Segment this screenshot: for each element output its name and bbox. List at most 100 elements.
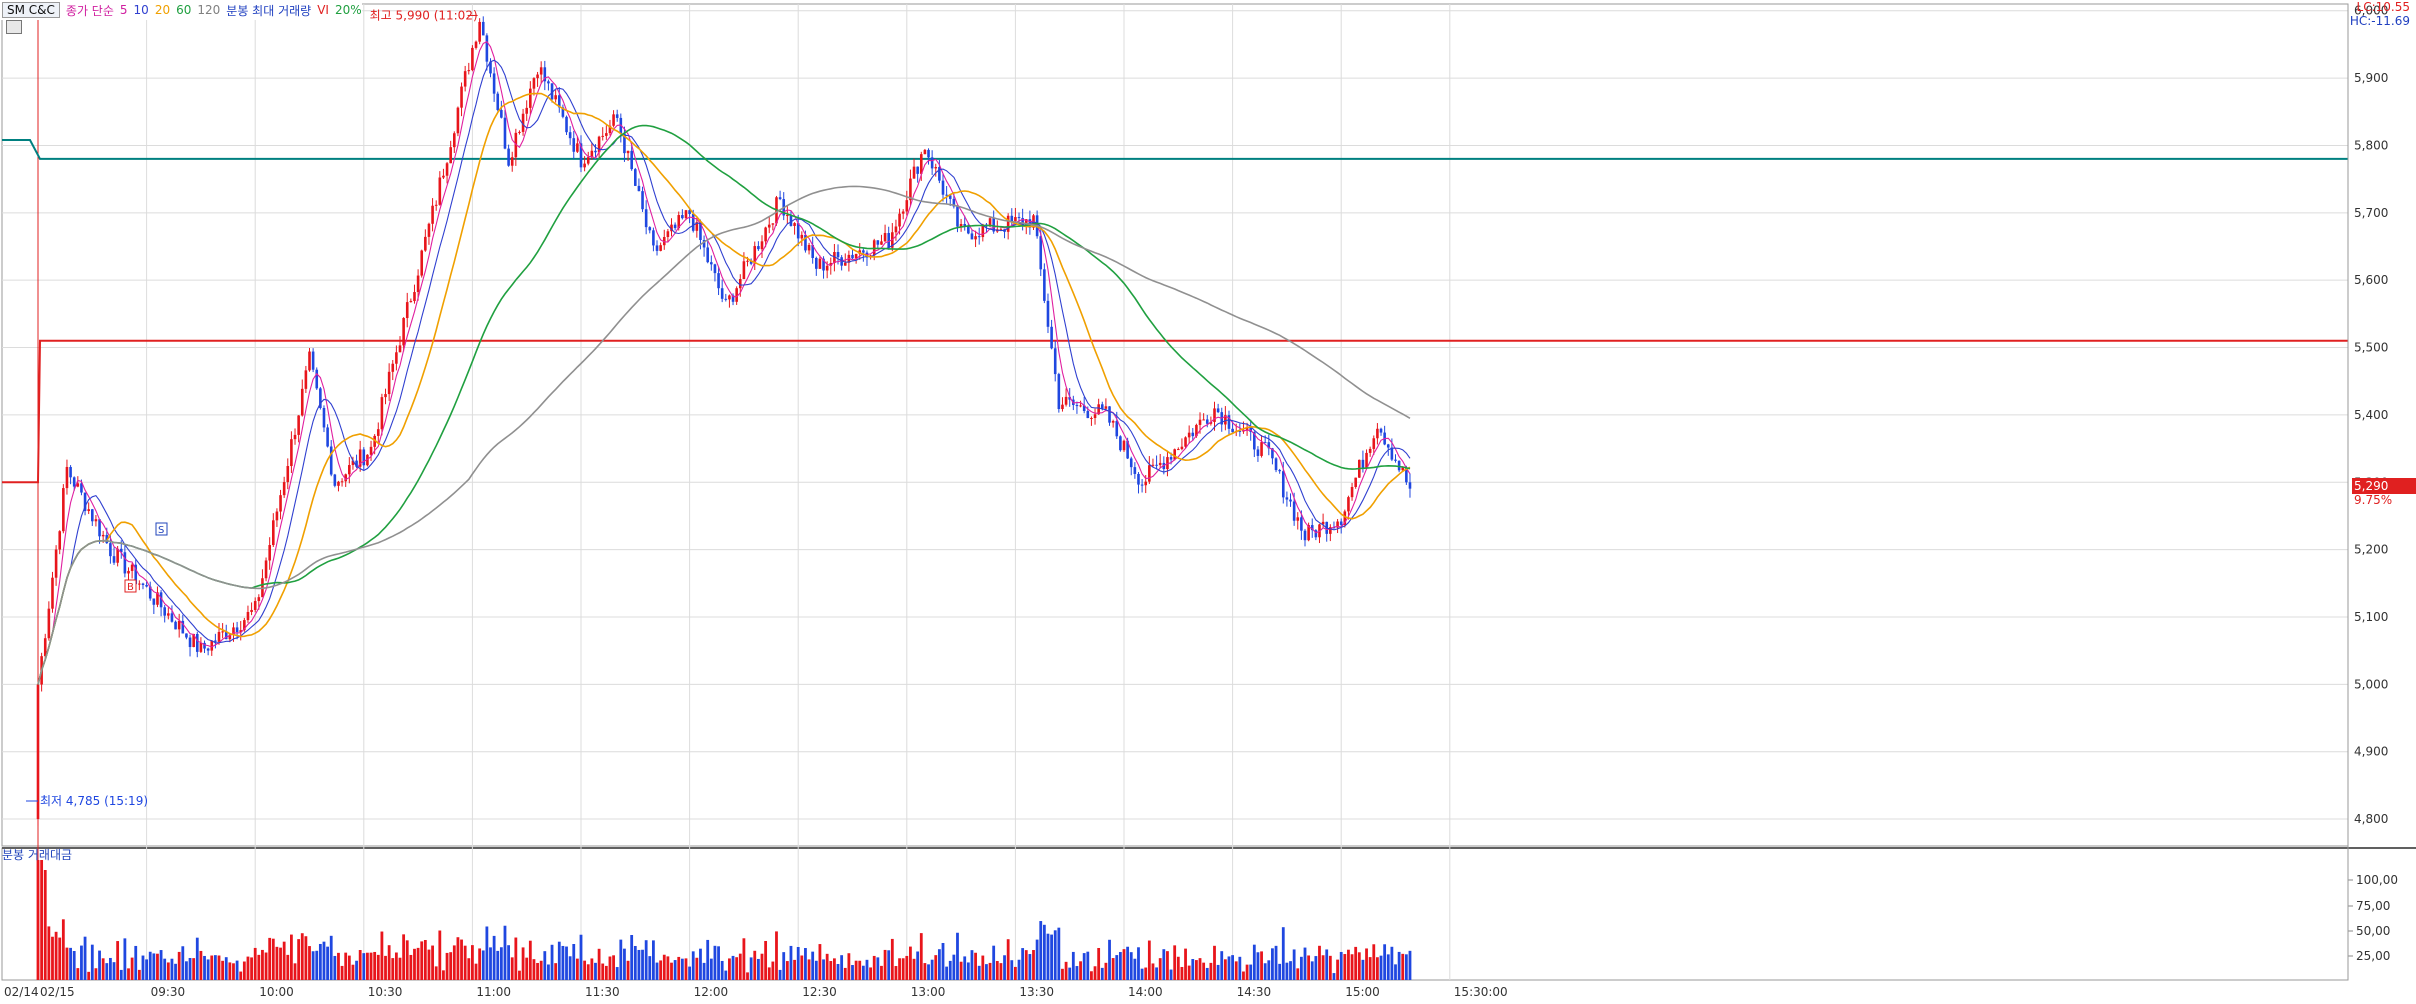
candle-body bbox=[550, 83, 554, 100]
volume-bar bbox=[318, 943, 322, 980]
volume-bar bbox=[456, 937, 460, 980]
volume-bar bbox=[1068, 967, 1072, 980]
candle-body bbox=[1144, 481, 1148, 486]
volume-bar bbox=[478, 948, 482, 980]
candle-body bbox=[1115, 421, 1119, 437]
volume-bar bbox=[402, 934, 406, 980]
candle-body bbox=[927, 149, 930, 158]
volume-bar bbox=[894, 966, 898, 980]
volume-bar bbox=[242, 961, 246, 980]
candle-body bbox=[76, 483, 80, 487]
volume-bar bbox=[880, 965, 883, 980]
volume-bar bbox=[680, 958, 684, 980]
time-tick-label: 02/14 bbox=[4, 985, 39, 999]
candle-body bbox=[952, 198, 956, 207]
candle-body bbox=[424, 236, 427, 251]
candle-body bbox=[1303, 530, 1307, 541]
volume-bar bbox=[1397, 951, 1401, 980]
volume-bar bbox=[691, 951, 695, 980]
candle-body bbox=[822, 258, 825, 271]
candle-body bbox=[329, 446, 333, 475]
volume-bar bbox=[322, 941, 326, 980]
candle-body bbox=[815, 257, 818, 269]
candle-body bbox=[586, 157, 590, 164]
candle-body bbox=[500, 110, 503, 118]
volume-bar bbox=[1278, 963, 1282, 980]
volume-bar bbox=[159, 950, 163, 980]
volume-bar bbox=[87, 971, 91, 980]
volume-bar bbox=[677, 956, 681, 980]
candle-body bbox=[340, 481, 344, 483]
volume-bar bbox=[995, 961, 999, 980]
volume-bar bbox=[735, 957, 739, 980]
volume-bar bbox=[366, 952, 369, 980]
candle-body bbox=[1184, 437, 1187, 447]
candle-body bbox=[268, 545, 271, 561]
candle-body bbox=[54, 549, 58, 578]
vi-lower-line bbox=[2, 339, 2348, 484]
volume-bar bbox=[1053, 930, 1057, 980]
candle-body bbox=[62, 488, 65, 532]
volume-bar bbox=[767, 967, 771, 980]
candle-body bbox=[757, 246, 760, 250]
volume-bar bbox=[54, 931, 58, 980]
volume-bar bbox=[1213, 945, 1216, 980]
candle-body bbox=[532, 78, 536, 89]
volume-bar bbox=[688, 966, 691, 980]
candle-body bbox=[554, 95, 557, 100]
volume-bar bbox=[652, 940, 655, 980]
volume-bar bbox=[1296, 968, 1300, 980]
volume-bar bbox=[156, 953, 159, 980]
candle-body bbox=[825, 265, 829, 271]
candle-body bbox=[597, 136, 601, 153]
candle-body bbox=[427, 223, 431, 237]
volume-bar bbox=[923, 963, 927, 980]
candle-body bbox=[1093, 414, 1097, 418]
candle-body bbox=[1390, 447, 1394, 460]
candle-body bbox=[1191, 432, 1195, 437]
volume-bar bbox=[1271, 948, 1274, 980]
volume-bar bbox=[1090, 971, 1093, 980]
candle-body bbox=[156, 592, 159, 605]
volume-bar bbox=[756, 958, 760, 980]
volume-bar bbox=[575, 958, 579, 980]
candle-body bbox=[456, 107, 460, 134]
candle-body bbox=[1397, 460, 1401, 471]
candle-body bbox=[1053, 348, 1057, 375]
volume-bar bbox=[717, 946, 720, 980]
volume-bar bbox=[1137, 947, 1140, 980]
price-tick-label: 5,100 bbox=[2354, 610, 2388, 624]
candle-body bbox=[485, 35, 489, 62]
candle-body bbox=[518, 131, 521, 133]
candle-body bbox=[272, 520, 275, 546]
volume-bar bbox=[521, 947, 525, 980]
volume-bar bbox=[919, 933, 923, 980]
volume-bar bbox=[673, 960, 677, 980]
volume-bar bbox=[713, 945, 717, 980]
volume-bar bbox=[843, 967, 847, 980]
candle-body bbox=[181, 620, 185, 634]
price-tick-label: 4,800 bbox=[2354, 812, 2388, 826]
candle-body bbox=[880, 241, 883, 245]
volume-bar bbox=[1097, 947, 1101, 980]
panel-toggle-button[interactable] bbox=[6, 20, 22, 34]
volume-bar bbox=[999, 963, 1003, 980]
candle-body bbox=[286, 466, 290, 483]
volume-bar bbox=[286, 954, 290, 980]
candle-body bbox=[992, 218, 995, 232]
candle-body bbox=[746, 260, 749, 262]
candle-body bbox=[561, 107, 565, 117]
candle-body bbox=[116, 548, 119, 563]
candle-body bbox=[1075, 405, 1079, 407]
volume-bar bbox=[861, 965, 865, 980]
volume-bar bbox=[883, 949, 887, 980]
volume-bar bbox=[427, 949, 431, 980]
candle-body bbox=[1216, 408, 1220, 413]
volume-bar bbox=[536, 962, 539, 980]
candle-body bbox=[109, 543, 112, 557]
candle-body bbox=[1329, 527, 1332, 534]
stock-name-tag[interactable]: SM C&C bbox=[2, 2, 60, 18]
volume-bar bbox=[1267, 960, 1271, 980]
volume-bar bbox=[746, 972, 749, 980]
